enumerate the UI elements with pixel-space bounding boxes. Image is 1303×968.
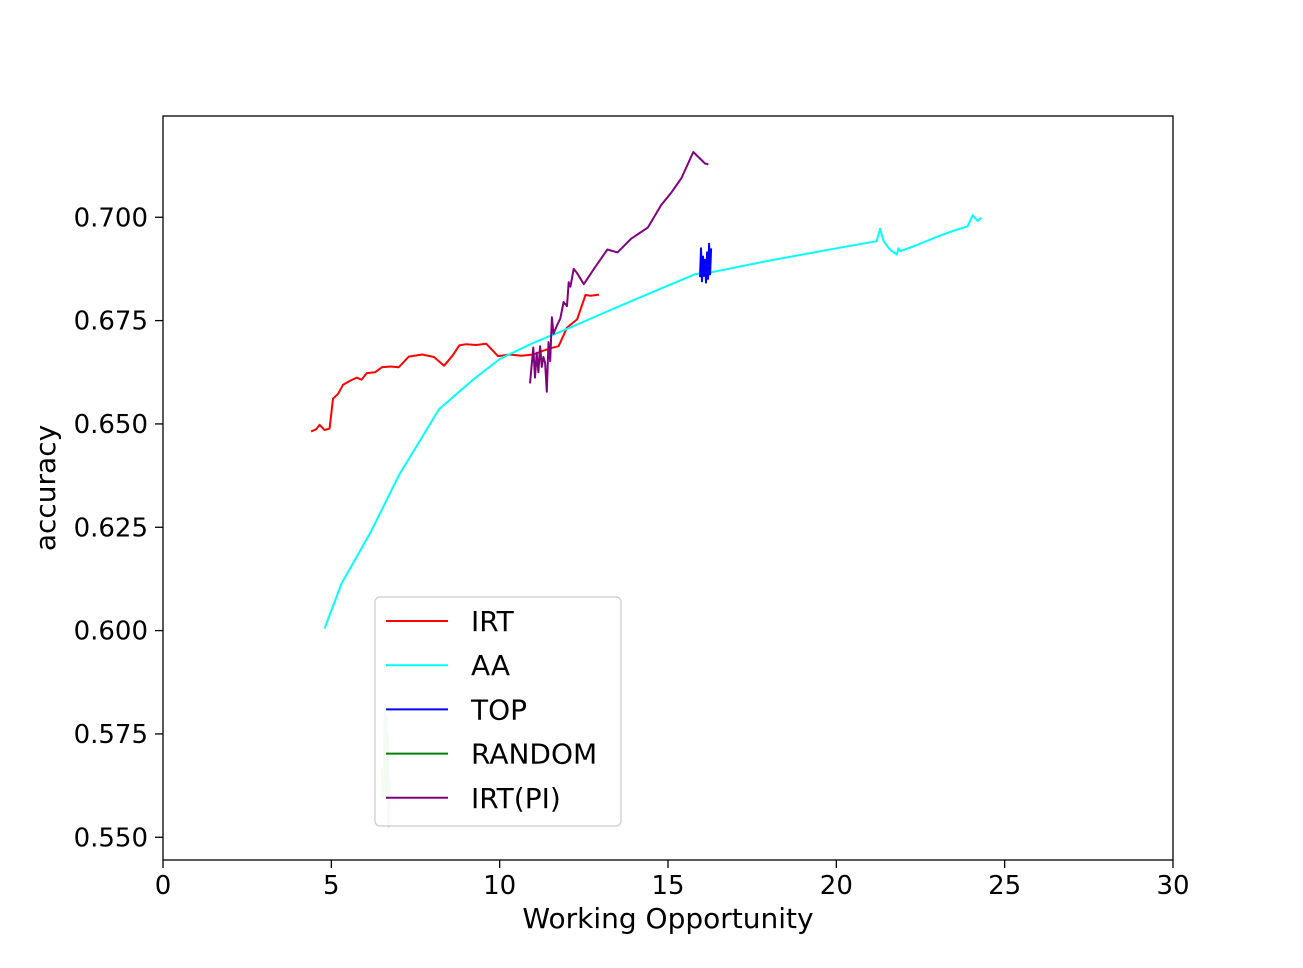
- x-tick-label: 0: [155, 871, 172, 901]
- legend: IRT AA TOP RANDOM IRT(PI): [374, 596, 622, 827]
- x-axis-title: Working Opportunity: [522, 902, 813, 935]
- y-tick-label: 0.675: [74, 307, 148, 337]
- legend-label: TOP: [470, 693, 527, 726]
- x-tick-label: 30: [1156, 871, 1189, 901]
- legend-label: IRT(PI): [471, 782, 561, 815]
- y-tick-label: 0.600: [74, 617, 148, 647]
- legend-label: RANDOM: [471, 738, 597, 771]
- y-axis-title: accuracy: [29, 425, 62, 551]
- legend-label: IRT: [471, 605, 515, 638]
- y-tick-label: 0.575: [74, 720, 148, 750]
- y-tick-label: 0.625: [74, 513, 148, 543]
- y-tick-label: 0.700: [74, 203, 148, 233]
- x-tick-label: 25: [988, 871, 1021, 901]
- x-tick-label: 15: [651, 871, 684, 901]
- legend-label: AA: [471, 649, 510, 682]
- x-tick-label: 5: [323, 871, 340, 901]
- y-tick-label: 0.650: [74, 410, 148, 440]
- y-axis: 0.550 0.575 0.600 0.625 0.650 0.675 0.700: [74, 203, 163, 853]
- x-tick-label: 20: [820, 871, 853, 901]
- series-line-aa: [323, 214, 982, 629]
- x-tick-label: 10: [483, 871, 516, 901]
- x-axis: 0 5 10 15 20 25 30: [155, 860, 1190, 901]
- series-line-irt-pi: [529, 151, 709, 393]
- series-line-top: [699, 242, 713, 284]
- legend-box: [374, 596, 622, 827]
- y-tick-label: 0.550: [74, 823, 148, 853]
